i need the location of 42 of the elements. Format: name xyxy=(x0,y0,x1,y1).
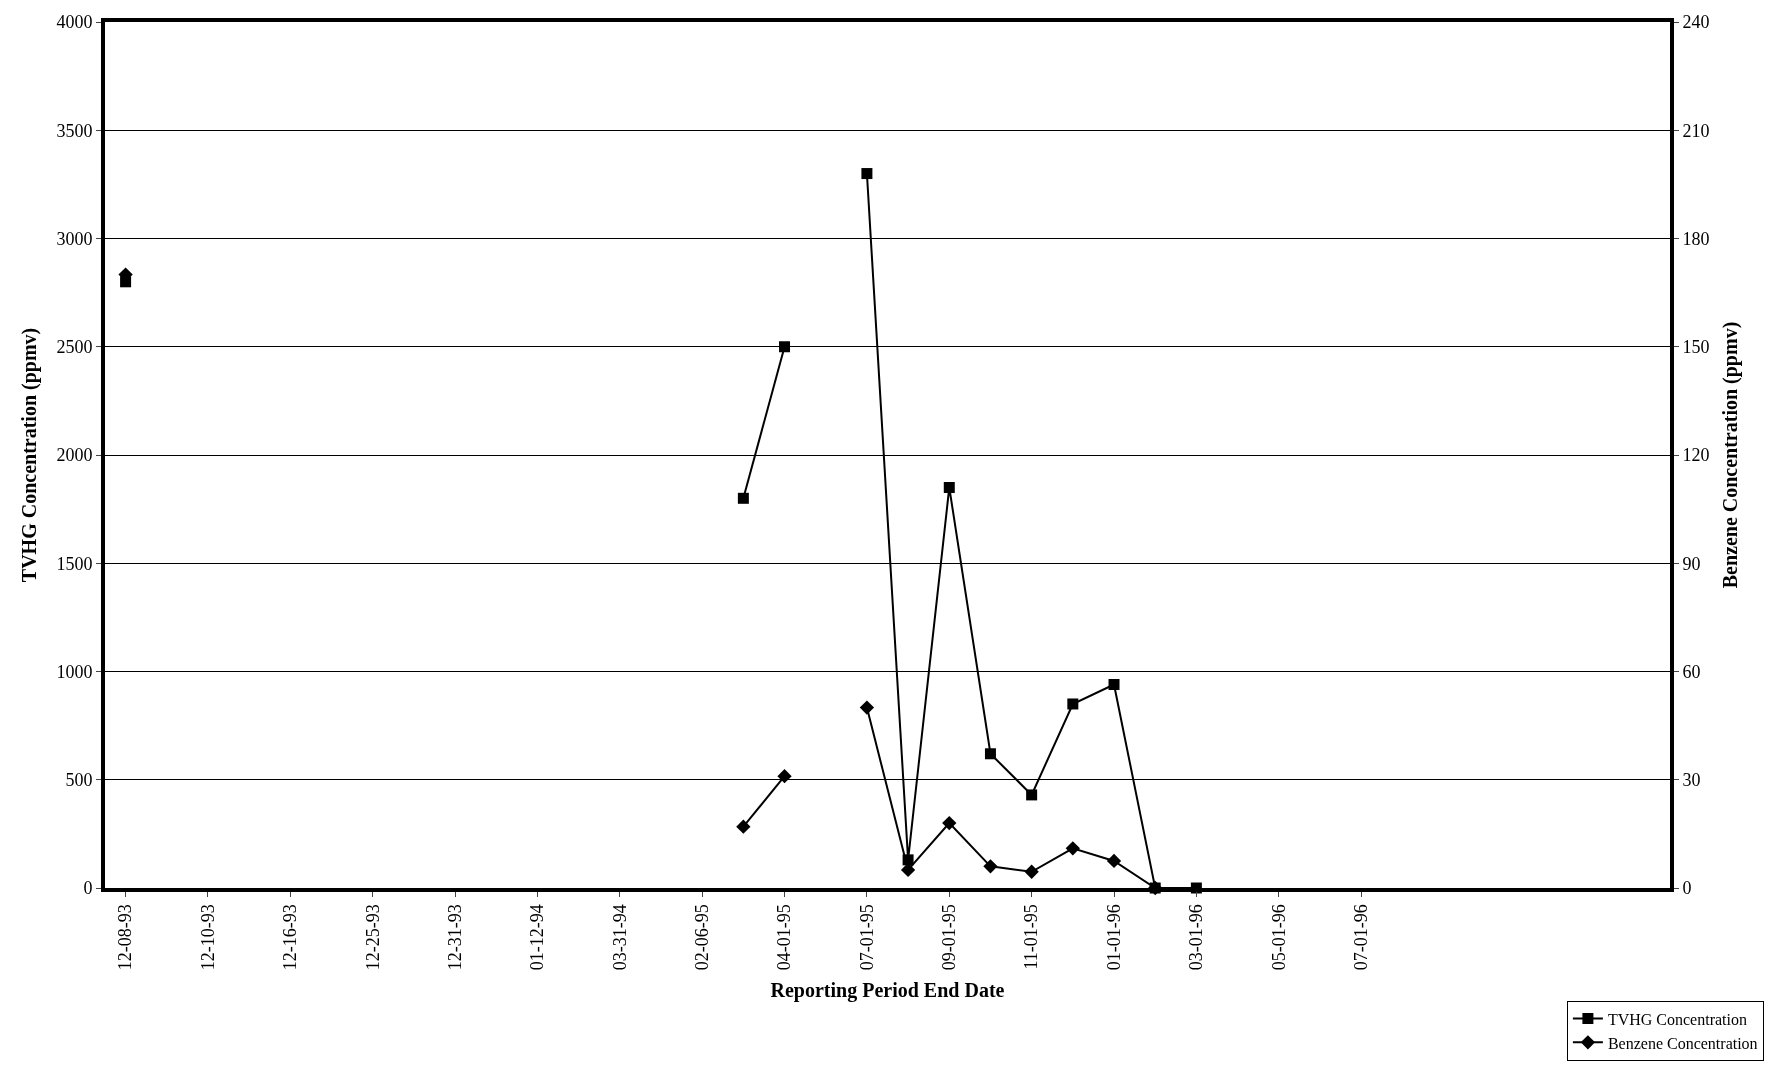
x-tick-label: 12-31-93 xyxy=(444,904,465,971)
point xyxy=(943,481,955,493)
point xyxy=(1108,678,1120,690)
x-tick-label: 07-01-95 xyxy=(856,904,877,971)
x-tick-label: 07-01-96 xyxy=(1350,904,1371,971)
y2-tick-label: 120 xyxy=(1682,445,1710,466)
y2-tick-label: 180 xyxy=(1682,228,1710,249)
x-tick-label: 01-12-94 xyxy=(527,904,548,971)
point xyxy=(861,168,873,180)
y-tick-label: 3000 xyxy=(56,228,93,249)
y2-tick-label: 60 xyxy=(1682,661,1701,682)
y-tick-label: 1000 xyxy=(56,661,93,682)
y-tick-label: 2500 xyxy=(56,337,93,358)
y2-tick-label: 150 xyxy=(1682,337,1710,358)
y2-tick-label: 0 xyxy=(1682,878,1692,899)
legend-label: TVHG Concentration xyxy=(1607,1010,1747,1028)
x-tick-label: 12-16-93 xyxy=(280,904,301,971)
x-tick-label: 02-06-95 xyxy=(692,904,713,971)
x-tick-label: 09-01-95 xyxy=(939,904,960,971)
y2-tick-label: 30 xyxy=(1682,770,1701,791)
y2-axis-title: Benzene Concentration (ppmv) xyxy=(1718,321,1742,589)
y2-tick-label: 90 xyxy=(1682,553,1701,574)
y-tick-label: 2000 xyxy=(56,445,93,466)
y-axis-title: TVHG Concentration (ppmv) xyxy=(18,327,42,583)
x-tick-label: 03-01-96 xyxy=(1186,904,1207,971)
y-tick-label: 3500 xyxy=(56,120,93,141)
legend-label: Benzene Concentration xyxy=(1607,1034,1758,1052)
y-tick-label: 0 xyxy=(83,878,93,899)
x-tick-label: 12-08-93 xyxy=(115,904,136,971)
y-tick-label: 4000 xyxy=(56,12,93,33)
x-tick-label: 03-31-94 xyxy=(609,904,630,971)
y-tick-label: 1500 xyxy=(56,553,93,574)
x-tick-label: 04-01-95 xyxy=(774,904,795,971)
y-tick-label: 500 xyxy=(65,770,93,791)
y2-tick-label: 210 xyxy=(1682,120,1710,141)
x-tick-label: 12-25-93 xyxy=(362,904,383,971)
y2-tick-label: 240 xyxy=(1682,12,1710,33)
x-tick-label: 05-01-96 xyxy=(1268,904,1289,971)
x-axis-title: Reporting Period End Date xyxy=(770,979,1005,1003)
x-tick-label: 01-01-96 xyxy=(1103,904,1124,971)
x-tick-label: 12-10-93 xyxy=(197,904,218,971)
x-tick-label: 11-01-95 xyxy=(1021,904,1042,970)
